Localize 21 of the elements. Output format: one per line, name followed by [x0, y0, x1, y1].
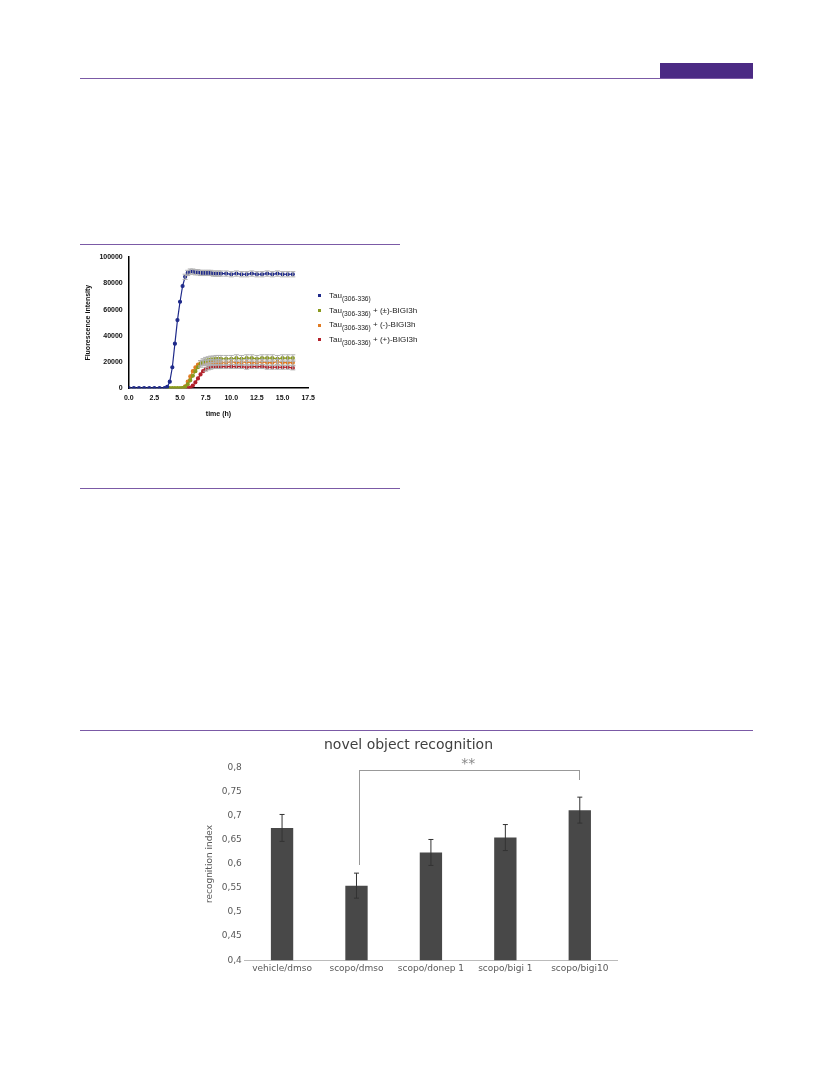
y-tick-label: 0,8	[227, 762, 243, 773]
legend-label: Tau$_{(306-336)}$	[329, 291, 371, 302]
legend-label: Tau$_{(306-336)}$ + (-)-BIGI3h	[329, 320, 416, 331]
x-tick-label: scopo/bigi 1	[478, 962, 533, 973]
y-axis-title: recognition index	[203, 824, 214, 904]
y-tick-label: 0,45	[221, 930, 242, 941]
y-tick-label: 0,6	[227, 858, 243, 869]
x-tick-label: vehicle/dmso	[252, 962, 313, 973]
x-tick-label: scopo/donep 1	[397, 962, 464, 973]
y-tick-label: 0,7	[227, 810, 242, 821]
y-tick-label: 0,65	[221, 834, 242, 845]
x-tick-label: scopo/dmso	[329, 962, 385, 973]
legend-label: Tau$_{(306-336)}$ + (±)-BIGI3h	[329, 305, 418, 317]
y-tick-label: 0,4	[227, 954, 243, 965]
annotation: **	[461, 755, 476, 772]
y-tick-label: 0,75	[221, 786, 242, 797]
y-tick-label: 0,55	[221, 882, 242, 893]
y-tick-label: 0,5	[227, 906, 242, 917]
x-tick-label: scopo/bigi10	[551, 962, 609, 973]
legend-label: Tau$_{(306-336)}$ + (+)-BIGI3h	[329, 334, 418, 346]
chart-title: novel object recognition	[323, 736, 494, 753]
